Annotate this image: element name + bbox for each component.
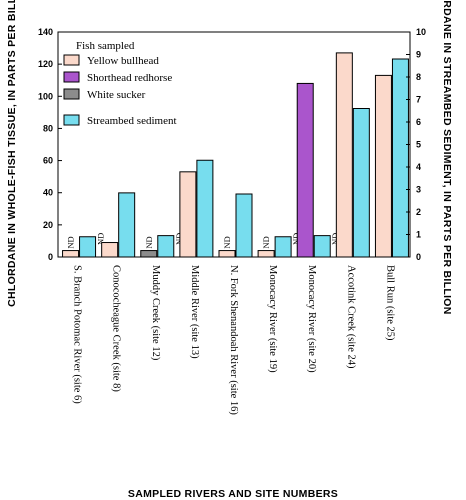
category-label: Monocacy River (site 20) bbox=[306, 265, 317, 373]
fish-bar bbox=[101, 242, 119, 258]
legend: Fish sampled Yellow bullhead Shorthead re… bbox=[63, 40, 177, 127]
y2-tick-label: 4 bbox=[416, 162, 421, 172]
legend-label: Streambed sediment bbox=[87, 115, 177, 127]
category-label: Monocacy River (site 19) bbox=[267, 265, 278, 373]
fish-bar bbox=[257, 250, 275, 258]
sediment-bar bbox=[391, 58, 409, 258]
x-axis-title: SAMPLED RIVERS AND SITE NUMBERS bbox=[128, 488, 338, 500]
sediment-bar bbox=[235, 193, 253, 258]
y-tick-label: 0 bbox=[48, 252, 53, 262]
sediment-bar bbox=[274, 236, 292, 258]
sediment-nd-label: ND bbox=[174, 233, 184, 245]
y-axis-title: CHLORDANE IN WHOLE-FISH TISSUE, IN PARTS… bbox=[6, 0, 18, 307]
fish-bar bbox=[140, 250, 158, 258]
y-tick-label: 120 bbox=[38, 59, 53, 69]
bars-layer: ND ND ND ND ND ND ND ND bbox=[62, 52, 409, 258]
fish-bar bbox=[296, 82, 314, 258]
category-label: Accotink Creek (site 24) bbox=[345, 265, 356, 369]
fish-bar bbox=[62, 250, 80, 258]
sediment-nd-label: ND bbox=[96, 233, 106, 245]
fish-bar bbox=[335, 52, 353, 258]
plot-frame bbox=[57, 31, 411, 258]
y-tick-label: 20 bbox=[43, 220, 53, 230]
right-axis-ticks: 0 1 2 3 4 5 6 7 8 9 10 bbox=[406, 27, 426, 262]
legend-swatch bbox=[63, 88, 80, 100]
y2-tick-label: 10 bbox=[416, 27, 426, 37]
fish-bar bbox=[374, 74, 392, 258]
y2-tick-label: 6 bbox=[416, 117, 421, 127]
category-label: Muddy Creek (site 12) bbox=[150, 265, 161, 361]
y-tick-label: 140 bbox=[38, 27, 53, 37]
y2-axis-title: CHLORDANE IN STREAMBED SEDIMENT, IN PART… bbox=[441, 0, 453, 315]
fish-nd-label: ND bbox=[222, 236, 232, 248]
legend-label: Shorthead redhorse bbox=[87, 72, 172, 84]
legend-swatch bbox=[63, 54, 80, 66]
legend-label: White sucker bbox=[87, 89, 146, 101]
legend-swatch bbox=[63, 114, 80, 126]
y2-tick-label: 9 bbox=[416, 50, 421, 60]
sediment-bar bbox=[157, 235, 175, 258]
category-label: Conococheague Creek (site 8) bbox=[111, 265, 122, 392]
y2-tick-label: 1 bbox=[416, 230, 421, 240]
y2-tick-label: 0 bbox=[416, 252, 421, 262]
category-labels: S. Branch Potomac River (site 6) Conococh… bbox=[72, 265, 396, 415]
sediment-bar bbox=[313, 235, 331, 258]
sediment-bar bbox=[352, 108, 370, 258]
legend-label: Yellow bullhead bbox=[87, 55, 159, 67]
y2-tick-label: 7 bbox=[416, 95, 421, 105]
y-tick-label: 60 bbox=[43, 156, 53, 166]
y2-tick-label: 2 bbox=[416, 207, 421, 217]
sediment-nd-label: ND bbox=[291, 233, 301, 245]
category-label: N. Fork Shenandoah River (site 16) bbox=[228, 265, 239, 415]
left-axis-ticks: 0 20 40 60 80 100 120 140 bbox=[38, 27, 62, 262]
sediment-bar bbox=[118, 192, 136, 258]
fish-bar bbox=[218, 250, 236, 258]
legend-swatch bbox=[63, 71, 80, 83]
fish-nd-label: ND bbox=[144, 236, 154, 248]
y-tick-label: 80 bbox=[43, 123, 53, 133]
category-label: S. Branch Potomac River (site 6) bbox=[72, 265, 83, 404]
legend-title: Fish sampled bbox=[76, 40, 135, 52]
category-label: Bull Run (site 25) bbox=[384, 265, 395, 341]
y-tick-label: 100 bbox=[38, 91, 53, 101]
y2-tick-label: 5 bbox=[416, 140, 421, 150]
sediment-bar bbox=[196, 159, 214, 258]
y2-tick-label: 8 bbox=[416, 72, 421, 82]
category-label: Middle River (site 13) bbox=[189, 265, 200, 359]
sediment-bar bbox=[79, 236, 97, 258]
fish-nd-label: ND bbox=[66, 236, 76, 248]
fish-bar bbox=[179, 171, 197, 258]
fish-nd-label: ND bbox=[261, 236, 271, 248]
y-tick-label: 40 bbox=[43, 188, 53, 198]
sediment-nd-label: ND bbox=[330, 233, 340, 245]
y2-tick-label: 3 bbox=[416, 185, 421, 195]
